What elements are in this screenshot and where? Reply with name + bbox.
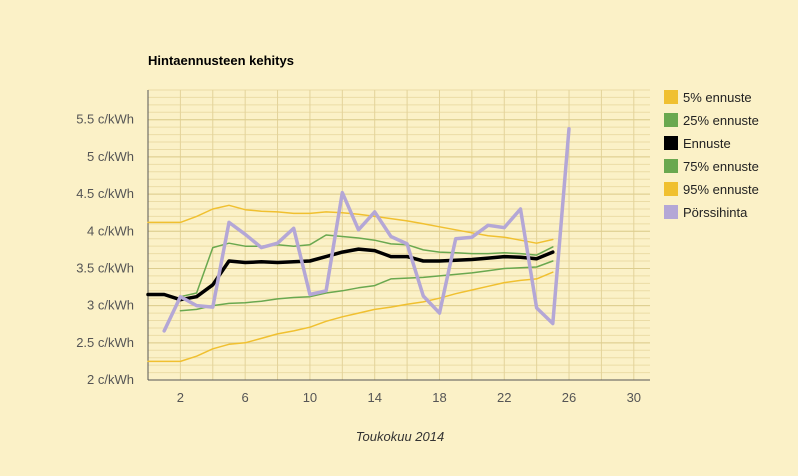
y-tick-label: 2.5 c/kWh: [76, 335, 134, 350]
x-tick-label: 10: [303, 390, 317, 405]
x-tick-label: 30: [627, 390, 641, 405]
series-line-6: [162, 126, 571, 333]
legend-label: 95% ennuste: [683, 182, 759, 197]
x-tick-label: 14: [367, 390, 381, 405]
x-tick-label: 18: [432, 390, 446, 405]
legend-label: 75% ennuste: [683, 159, 759, 174]
x-axis-label: Toukokuu 2014: [356, 429, 444, 444]
y-tick-label: 3.5 c/kWh: [76, 260, 134, 275]
x-tick-label: 6: [242, 390, 249, 405]
legend: 5% ennuste 25% ennuste Ennuste 75% ennuste 9…: [664, 90, 759, 220]
legend-label: 5% ennuste: [683, 90, 752, 105]
legend-swatch: [664, 113, 678, 127]
y-tick-label: 2 c/kWh: [87, 372, 134, 387]
y-tick-label: 5 c/kWh: [87, 149, 134, 164]
legend-swatch: [664, 205, 678, 219]
y-tick-label: 3 c/kWh: [87, 298, 134, 313]
plot-background: [148, 90, 650, 380]
legend-swatch: [664, 90, 678, 104]
x-tick-label: 22: [497, 390, 511, 405]
legend-swatch: [664, 136, 678, 150]
plot-area: 2 c/kWh 2.5 c/kWh 3 c/kWh 3.5 c/kWh 4 c/kWh 4…: [76, 89, 650, 405]
legend-label: 25% ennuste: [683, 113, 759, 128]
legend-label: Ennuste: [683, 136, 731, 151]
y-tick-label: 4 c/kWh: [87, 223, 134, 238]
chart-title: Hintaennusteen kehitys: [148, 53, 294, 68]
series-line-4: [179, 234, 554, 298]
series-line-2: [179, 260, 554, 312]
y-tick-label: 4.5 c/kWh: [76, 186, 134, 201]
series-line-1: [147, 271, 554, 363]
x-tick-label: 2: [177, 390, 184, 405]
legend-label: Pörssihinta: [683, 205, 748, 220]
legend-swatch: [664, 182, 678, 196]
legend-swatch: [664, 159, 678, 173]
y-tick-label: 5.5 c/kWh: [76, 112, 134, 127]
series-line-3: [146, 247, 555, 302]
x-tick-label: 26: [562, 390, 576, 405]
